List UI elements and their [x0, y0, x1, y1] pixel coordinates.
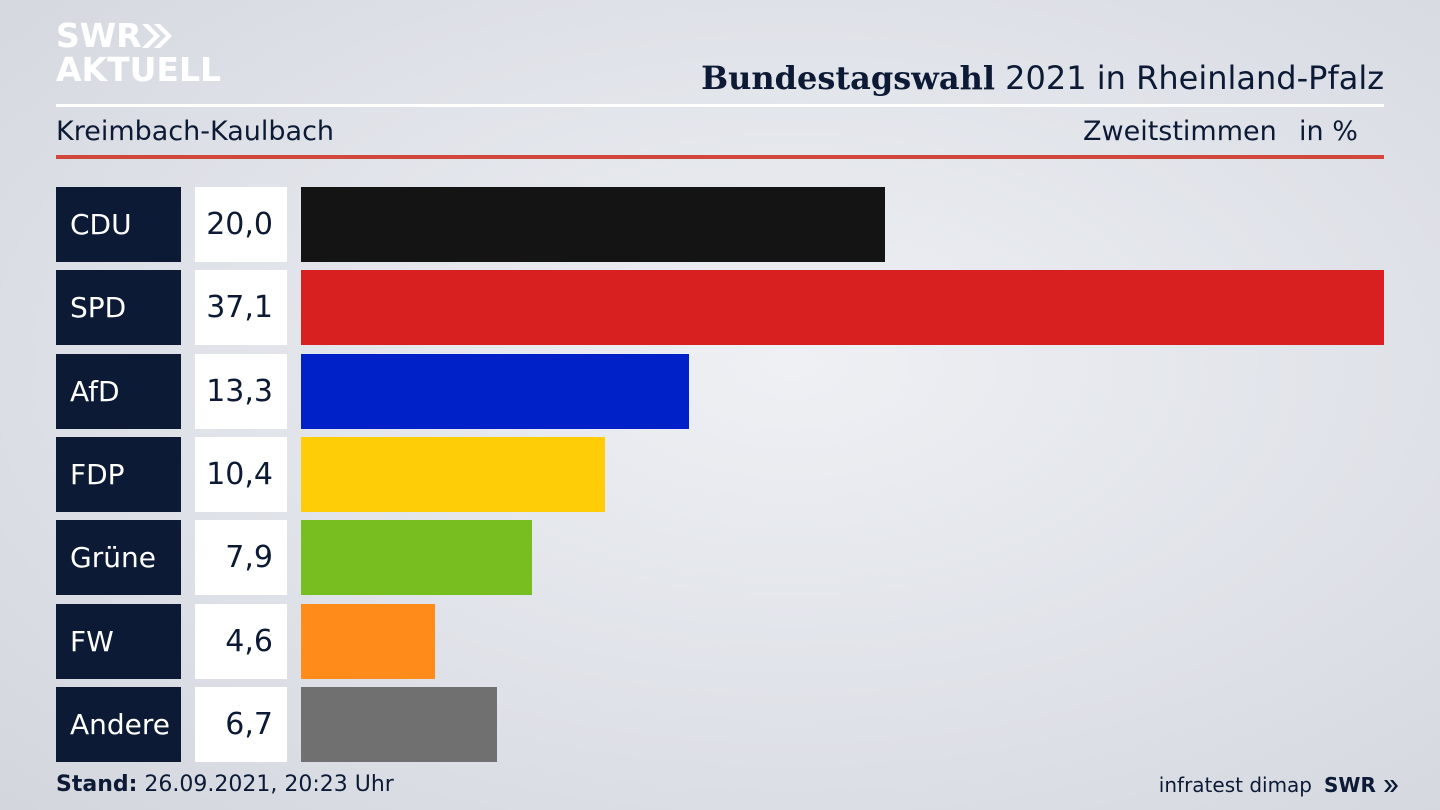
bar [301, 437, 605, 512]
value-label: 4,6 [195, 604, 287, 679]
bar [301, 604, 435, 679]
party-label: Andere [56, 687, 181, 762]
bar [301, 354, 689, 429]
bar-row: SPD 37,1 [56, 270, 1384, 345]
footer-swr-text: SWR [1324, 773, 1376, 797]
bar [301, 270, 1384, 345]
timestamp: Stand: 26.09.2021, 20:23 Uhr [56, 771, 394, 799]
bar [301, 187, 885, 262]
bar-row: FW 4,6 [56, 604, 1384, 679]
value-label: 6,7 [195, 687, 287, 762]
bar-row: CDU 20,0 [56, 187, 1384, 262]
bar-row: AfD 13,3 [56, 354, 1384, 429]
party-label: CDU [56, 187, 181, 262]
unit-label: in % [1299, 116, 1358, 147]
party-label: FDP [56, 437, 181, 512]
region-label: Kreimbach-Kaulbach [56, 116, 335, 147]
bar-row: Grüne 7,9 [56, 520, 1384, 595]
chart-title-rest: 2021 in Rheinland-Pfalz [995, 59, 1384, 97]
header-divider [56, 104, 1384, 107]
value-label: 37,1 [195, 270, 287, 345]
subheader-divider [56, 155, 1384, 159]
bar [301, 687, 497, 762]
chart-title: Bundestagswahl 2021 in Rheinland-Pfalz [701, 56, 1384, 100]
party-label: Grüne [56, 520, 181, 595]
logo-aktuell-text: AKTUELL [56, 50, 222, 89]
source-label: infratest dimap [1158, 773, 1312, 797]
value-label: 20,0 [195, 187, 287, 262]
timestamp-label: Stand: [56, 772, 138, 797]
vote-type-label: Zweitstimmen [1083, 116, 1277, 147]
logo-swr-text: SWR [56, 16, 142, 55]
bar-row: FDP 10,4 [56, 437, 1384, 512]
party-label: SPD [56, 270, 181, 345]
party-label: FW [56, 604, 181, 679]
party-label: AfD [56, 354, 181, 429]
timestamp-value: 26.09.2021, 20:23 Uhr [137, 772, 394, 797]
value-label: 7,9 [195, 520, 287, 595]
swr-aktuell-logo: SWR AKTUELL [56, 16, 226, 90]
chart-title-bold: Bundestagswahl [701, 59, 995, 97]
bar [301, 520, 532, 595]
value-label: 10,4 [195, 437, 287, 512]
footer-swr-logo: SWR [1324, 771, 1398, 799]
bar-row: Andere 6,7 [56, 687, 1384, 762]
logo-chevrons-icon [142, 24, 172, 48]
value-label: 13,3 [195, 354, 287, 429]
footer-chevrons-icon [1383, 780, 1398, 792]
